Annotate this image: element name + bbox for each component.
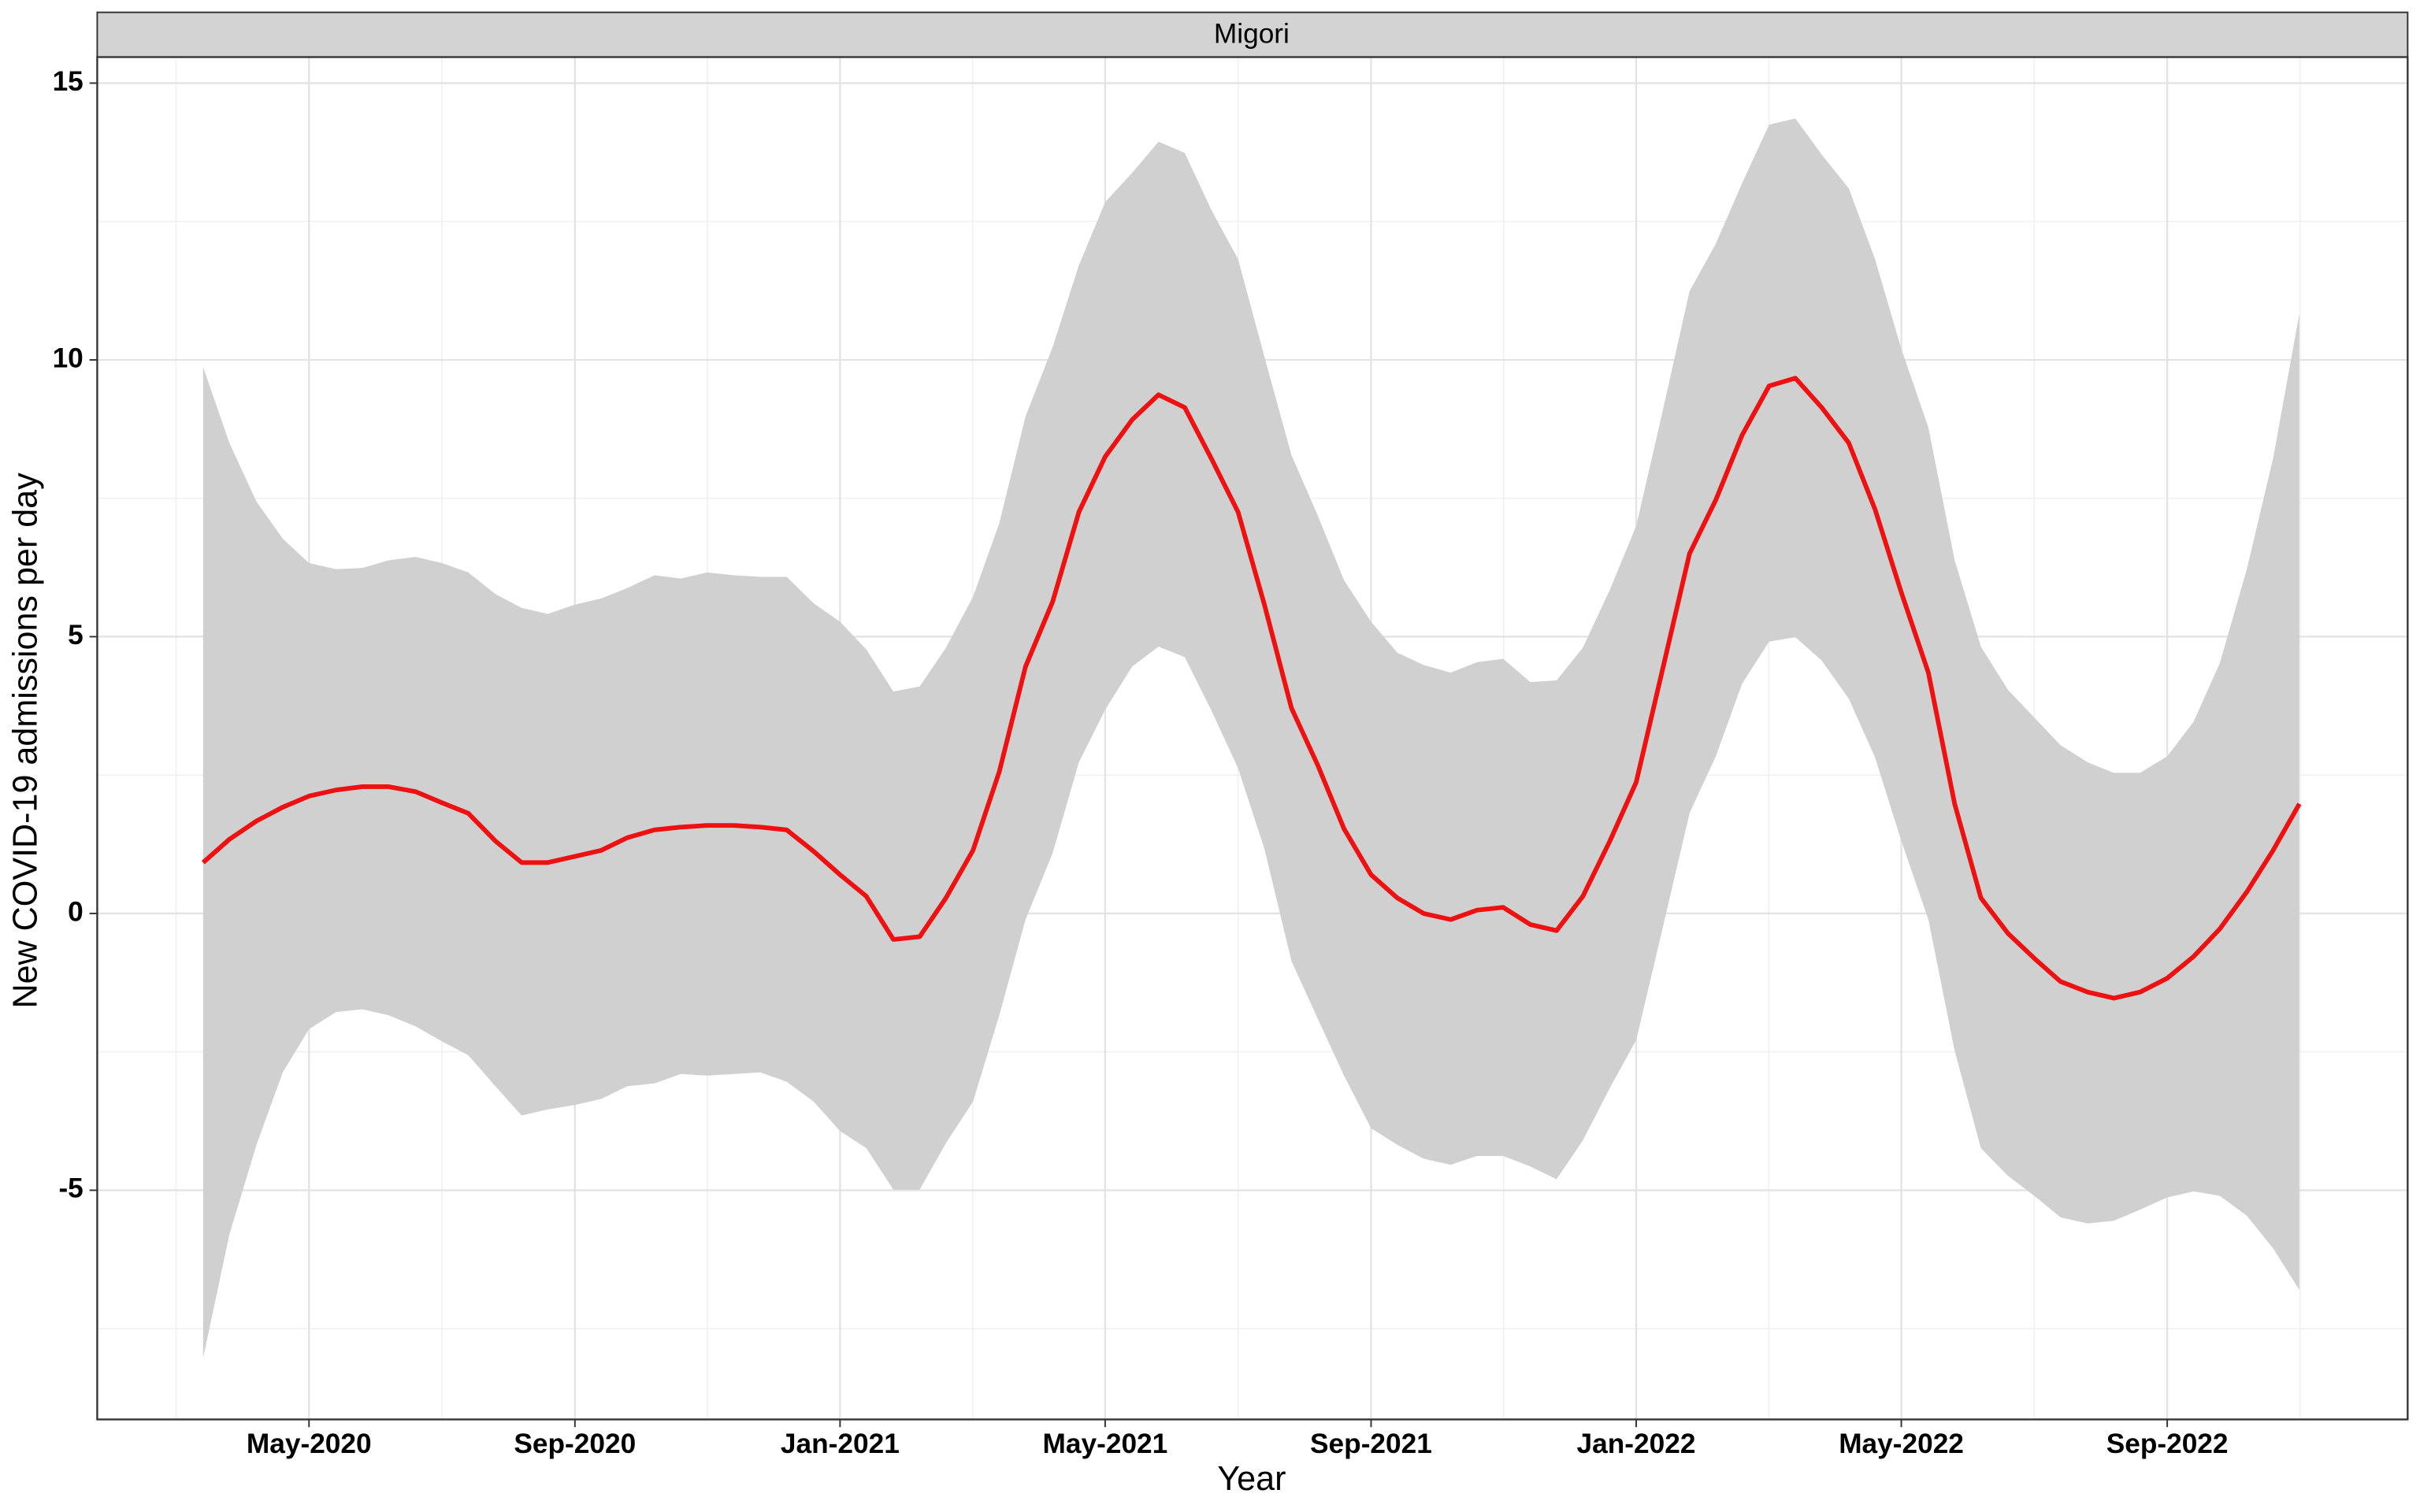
panel-border xyxy=(96,56,2409,1421)
trend-line xyxy=(201,376,2302,1001)
x-axis-label: Year xyxy=(1217,1460,1286,1498)
x-tick-label: May-2021 xyxy=(1043,1429,1168,1459)
x-tick-label: Sep-2022 xyxy=(2106,1429,2229,1459)
y-axis-label: New COVID-19 admissions per day xyxy=(7,472,45,1009)
x-tick-label: Jan-2022 xyxy=(1577,1429,1696,1459)
y-tick-label: 0 xyxy=(68,896,84,927)
x-tick-label: Jan-2021 xyxy=(781,1429,900,1459)
y-tick-label: 10 xyxy=(53,343,84,373)
facet-label: Migori xyxy=(1214,18,1290,49)
y-tick-label: 15 xyxy=(53,66,84,97)
x-tick-label: Sep-2021 xyxy=(1310,1429,1432,1459)
y-tick-label: -5 xyxy=(58,1173,83,1204)
confidence-band xyxy=(202,118,2299,1358)
facet-strip xyxy=(96,11,2409,58)
x-tick-label: May-2020 xyxy=(247,1429,372,1459)
x-tick-label: Sep-2020 xyxy=(514,1429,636,1459)
y-tick-label: 5 xyxy=(68,620,84,650)
x-tick-label: May-2022 xyxy=(1839,1429,1964,1459)
